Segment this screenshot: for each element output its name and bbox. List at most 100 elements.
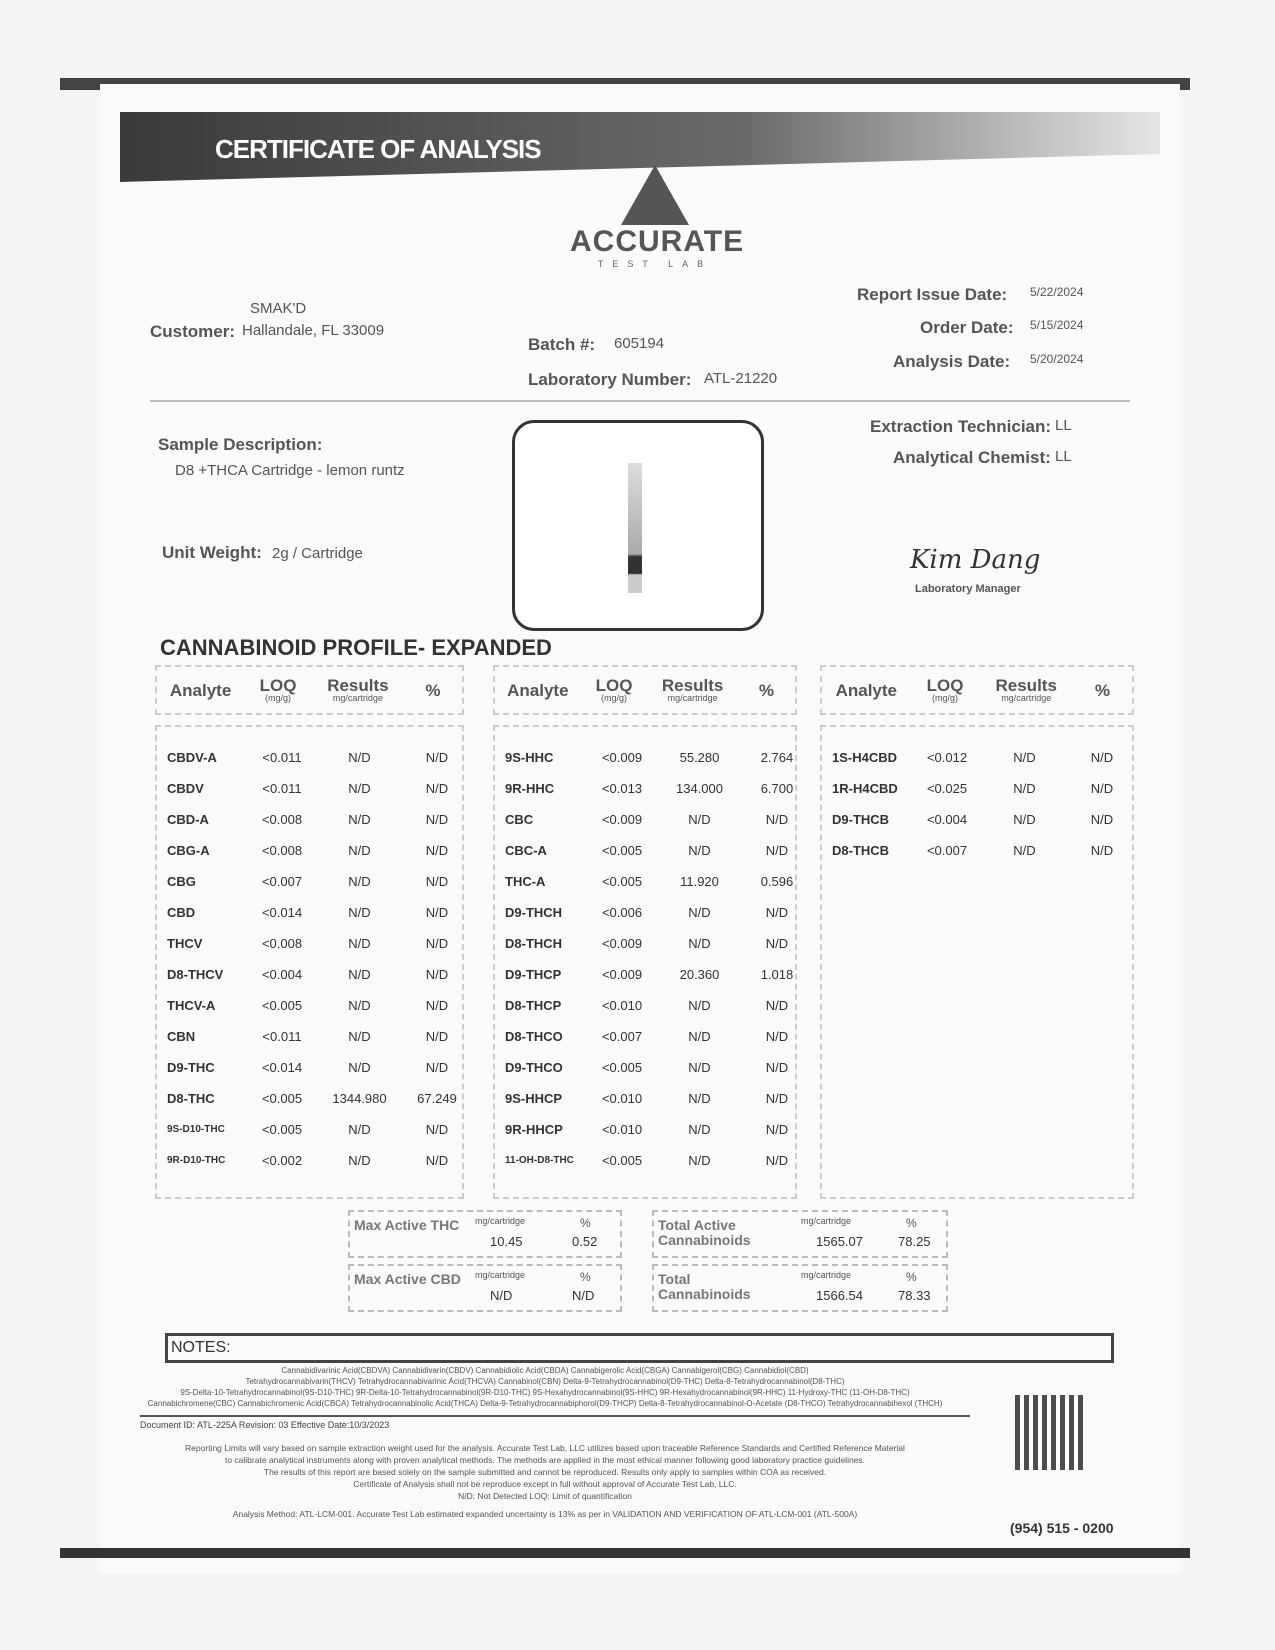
table-row: D9-THCP <0.009 20.360 1.018 <box>505 959 812 989</box>
loq: <0.009 <box>601 935 643 951</box>
table-row: D9-THC <0.014 N/D N/D <box>167 1052 472 1082</box>
scan-edge <box>60 1548 1190 1558</box>
analyte: 9S-HHCP <box>505 1090 563 1106</box>
disclaimer-line: Reporting Limits will vary based on samp… <box>185 1443 905 1453</box>
results-panel <box>820 725 1134 1199</box>
result-mg: N/D <box>688 904 711 920</box>
table-row: CBG <0.007 N/D N/D <box>167 866 472 896</box>
glossary: Cannabidivarinic Acid(CBDVA) Cannabidiva… <box>130 1365 960 1409</box>
result-pct: N/D <box>765 1152 789 1168</box>
signature: Kim Dang <box>910 545 1041 575</box>
loq: <0.009 <box>601 966 643 982</box>
analyte: CBC-A <box>505 842 547 858</box>
col-results: Results mg/cartridge <box>661 676 724 703</box>
result-mg: N/D <box>348 966 371 982</box>
result-mg: N/D <box>1013 749 1036 765</box>
analyte: CBD-A <box>167 811 209 827</box>
logo-triangle-icon <box>621 165 689 225</box>
summary-pct-label: % <box>580 1216 591 1230</box>
table-row: D8-THCB <0.007 N/D N/D <box>832 835 1137 865</box>
loq: <0.025 <box>926 780 968 796</box>
lab-logo: ACCURATE TEST LAB <box>570 165 743 269</box>
result-mg: N/D <box>1013 780 1036 796</box>
analyte: CBN <box>167 1028 196 1044</box>
analyte: D8-THCV <box>167 966 224 982</box>
disclaimer-line: to calibrate analytical instruments alon… <box>224 1455 866 1465</box>
summary-total-active: Total Active Cannabinoids mg/cartridge %… <box>652 1210 948 1258</box>
result-pct: 2.764 <box>760 749 794 765</box>
result-pct: N/D <box>765 1059 789 1075</box>
col-results: Results mg/cartridge <box>327 676 389 703</box>
summary-mg: 1566.54 <box>816 1288 863 1303</box>
result-mg: N/D <box>1013 811 1036 827</box>
result-pct: N/D <box>765 811 789 827</box>
phone: (954) 515 - 0200 <box>1010 1520 1114 1536</box>
result-pct: 1.018 <box>760 966 794 982</box>
cartridge-image <box>628 463 642 593</box>
table-row: D8-THCP <0.010 N/D N/D <box>505 990 812 1020</box>
loq: <0.010 <box>601 997 643 1013</box>
result-pct: N/D <box>425 904 449 920</box>
result-pct: 6.700 <box>760 780 794 796</box>
result-mg: 55.280 <box>679 749 720 765</box>
analyte: D9-THCH <box>505 904 563 920</box>
result-pct: N/D <box>765 1090 789 1106</box>
sample-value: D8 +THCA Cartridge - lemon runtz <box>175 462 405 479</box>
table-row: THC-A <0.005 11.920 0.596 <box>505 866 812 896</box>
table-row: D8-THCO <0.007 N/D N/D <box>505 1021 812 1051</box>
summary-mg: N/D <box>490 1288 513 1303</box>
unit-weight-label: Unit Weight: <box>162 543 262 562</box>
loq: <0.004 <box>261 966 303 982</box>
result-pct: N/D <box>765 1028 789 1044</box>
result-mg: N/D <box>1013 842 1036 858</box>
table-row: CBN <0.011 N/D N/D <box>167 1021 472 1051</box>
lab-number-label: Laboratory Number: <box>528 370 692 389</box>
table-row: THCV <0.008 N/D N/D <box>167 928 472 958</box>
document-id: Document ID: ATL-225A Revision: 03 Effec… <box>140 1420 390 1430</box>
analyte: THC-A <box>505 873 546 889</box>
table-header: Analyte LOQ (mg/g) Results mg/cartridge % <box>820 665 1134 715</box>
analyte: CBDV <box>167 780 204 796</box>
loq: <0.006 <box>601 904 643 920</box>
result-pct: N/D <box>425 1121 449 1137</box>
result-mg: N/D <box>348 749 371 765</box>
qr-code[interactable] <box>1015 1395 1085 1470</box>
table-row: CBDV <0.011 N/D N/D <box>167 773 472 803</box>
table-row: 9R-HHCP <0.010 N/D N/D <box>505 1114 812 1144</box>
summary-label: Max Active CBD <box>354 1271 461 1287</box>
loq: <0.005 <box>601 1152 643 1168</box>
analyte: D8-THCB <box>832 842 890 858</box>
customer-address: Hallandale, FL 33009 <box>242 322 385 339</box>
result-mg: N/D <box>688 1028 711 1044</box>
table-row: 9S-HHC <0.009 55.280 2.764 <box>505 742 812 772</box>
result-pct: N/D <box>425 997 449 1013</box>
loq: <0.008 <box>261 842 303 858</box>
result-mg: N/D <box>688 935 711 951</box>
result-mg: 1344.980 <box>332 1090 387 1106</box>
extraction-value: LL <box>1055 417 1072 434</box>
result-pct: N/D <box>425 966 449 982</box>
batch-value: 605194 <box>614 335 665 352</box>
table-row: CBD-A <0.008 N/D N/D <box>167 804 472 834</box>
analyte: 9S-D10-THC <box>167 1123 225 1135</box>
result-mg: N/D <box>348 811 371 827</box>
chemist-value: LL <box>1055 448 1072 465</box>
result-pct: N/D <box>1090 842 1114 858</box>
result-pct: N/D <box>425 1028 449 1044</box>
summary-unit: mg/cartridge <box>801 1216 852 1226</box>
loq: <0.011 <box>262 1028 302 1044</box>
loq: <0.013 <box>601 780 643 796</box>
loq: <0.005 <box>601 1059 643 1075</box>
summary-label: Total Active Cannabinoids <box>658 1217 751 1249</box>
result-mg: N/D <box>348 1121 371 1137</box>
result-pct: N/D <box>765 904 789 920</box>
result-pct: N/D <box>425 749 449 765</box>
result-mg: N/D <box>688 997 711 1013</box>
summary-unit: mg/cartridge <box>475 1270 526 1280</box>
table-row: CBD <0.014 N/D N/D <box>167 897 472 927</box>
disclaimer-line: Analysis Method: ATL-LCM-001. Accurate T… <box>232 1509 858 1519</box>
result-mg: N/D <box>348 904 371 920</box>
analyte: 9R-HHCP <box>505 1121 563 1137</box>
result-mg: N/D <box>688 1090 711 1106</box>
